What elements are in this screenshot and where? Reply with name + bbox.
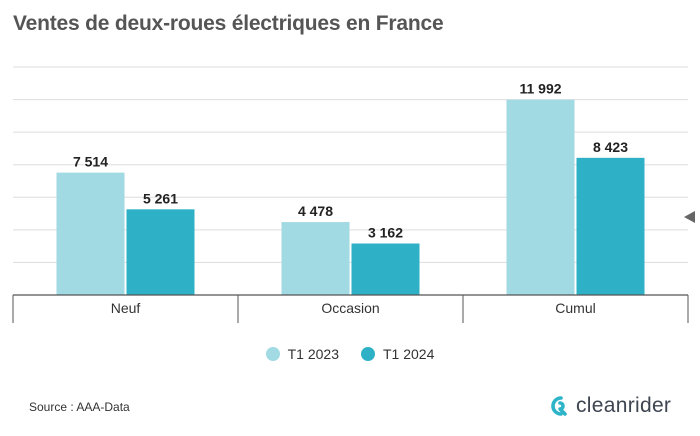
data-label-neuf-series-1: 7 514 <box>73 154 108 170</box>
data-label-cumul-series-2: 8 423 <box>593 139 628 155</box>
carousel-arrow-icon[interactable] <box>684 211 695 223</box>
data-label-cumul-series-1: 11 992 <box>519 81 561 97</box>
bar-occasion-series-2 <box>351 243 420 295</box>
bar-occasion-series-1 <box>281 222 350 295</box>
legend-item-t1-2023[interactable]: T1 2023 <box>265 346 339 362</box>
legend-label-t1-2023: T1 2023 <box>287 346 339 362</box>
data-label-occasion-series-1: 4 478 <box>298 203 333 219</box>
legend-label-t1-2024: T1 2024 <box>383 346 435 362</box>
chart-title: Ventes de deux-roues électriques en Fran… <box>13 12 444 35</box>
bar-cumul-series-2 <box>576 157 645 295</box>
category-label-neuf: Neuf <box>111 300 141 316</box>
bar-neuf-series-1 <box>56 172 125 295</box>
brand-logo[interactable]: cleanrider <box>548 394 671 418</box>
category-label-occasion: Occasion <box>321 300 379 316</box>
cleanrider-logo-icon <box>551 396 567 416</box>
brand-name: cleanrider <box>576 394 672 417</box>
legend: T1 2023 T1 2024 <box>0 346 700 362</box>
bar-neuf-series-2 <box>126 209 195 295</box>
legend-swatch-t1-2023 <box>265 347 280 361</box>
bar-cumul-series-1 <box>506 99 575 295</box>
source-note: Source : AAA-Data <box>29 400 130 414</box>
legend-swatch-t1-2024 <box>361 347 375 361</box>
data-label-occasion-series-2: 3 162 <box>368 225 403 241</box>
legend-item-t1-2024[interactable]: T1 2024 <box>361 346 434 362</box>
bar-chart: 7 514 5 261 Neuf 4 478 3 162 Occasion 11 992 8 … <box>12 66 689 323</box>
category-label-cumul: Cumul <box>555 300 595 316</box>
data-label-neuf-series-2: 5 261 <box>143 190 178 206</box>
